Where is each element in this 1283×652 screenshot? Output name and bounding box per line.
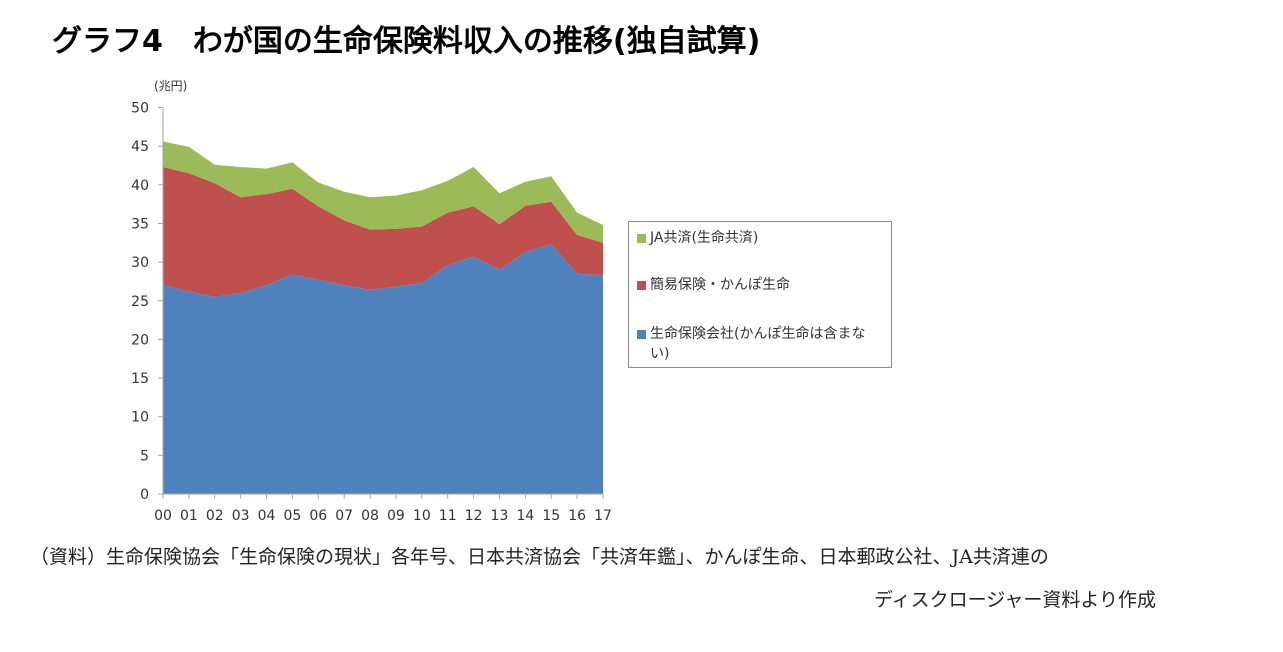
x-tick-label: 07	[335, 508, 353, 524]
y-tick-label: 35	[131, 216, 149, 232]
y-tick-label: 15	[131, 371, 149, 387]
x-tick-label: 00	[154, 508, 172, 524]
x-tick-label: 04	[258, 508, 276, 524]
legend-label: 簡易保険・かんぽ生命	[650, 277, 790, 293]
x-tick-label: 09	[387, 508, 405, 524]
y-tick-label: 0	[140, 487, 149, 503]
legend-swatch-red	[637, 281, 646, 290]
source-note-line2: ディスクロージャー資料より作成	[874, 589, 1156, 611]
y-tick-label: 20	[131, 332, 149, 348]
legend-item-ja: JA共済(生命共済)	[637, 228, 880, 248]
x-tick-label: 08	[361, 508, 379, 524]
legend-label: 生命保険会社(かんぽ生命は含まない)	[650, 326, 866, 362]
x-tick-label: 13	[491, 508, 509, 524]
x-tick-label: 17	[594, 508, 612, 524]
x-tick-label: 05	[283, 508, 301, 524]
y-tick-label: 5	[140, 448, 149, 464]
x-tick-label: 03	[232, 508, 250, 524]
area-series	[163, 141, 603, 243]
y-tick-label: 30	[131, 255, 149, 271]
y-tick-label: 10	[131, 410, 149, 426]
source-note-line1: （資料）生命保険協会「生命保険の現状」各年号、日本共済協会「共済年鑑」、かんぽ生…	[30, 546, 1049, 568]
y-tick-label: 40	[131, 178, 149, 194]
x-tick-label: 11	[439, 508, 457, 524]
legend-swatch-green	[637, 234, 646, 243]
legend-item-kampo: 簡易保険・かんぽ生命	[637, 275, 880, 295]
y-tick-label: 50	[131, 101, 149, 117]
x-tick-label: 16	[568, 508, 586, 524]
area-series	[163, 244, 603, 494]
x-tick-label: 02	[206, 508, 224, 524]
x-tick-label: 06	[309, 508, 327, 524]
legend-item-life-insurers: 生命保険会社(かんぽ生命は含まない)	[637, 324, 880, 364]
x-tick-label: 12	[465, 508, 483, 524]
y-tick-label: 45	[131, 139, 149, 155]
x-tick-label: 01	[180, 508, 198, 524]
x-tick-label: 15	[542, 508, 560, 524]
x-tick-label: 10	[413, 508, 431, 524]
area-series	[163, 167, 603, 297]
chart-legend: JA共済(生命共済) 簡易保険・かんぽ生命 生命保険会社(かんぽ生命は含まない)	[628, 221, 892, 368]
y-axis-unit-label: (兆円)	[154, 79, 188, 93]
legend-swatch-blue	[637, 330, 646, 339]
legend-label: JA共済(生命共済)	[650, 230, 759, 246]
chart-areas	[163, 141, 603, 494]
chart-title: グラフ4 わが国の生命保険料収入の推移(独自試算)	[52, 24, 761, 59]
y-tick-label: 25	[131, 294, 149, 310]
x-tick-label: 14	[516, 508, 534, 524]
